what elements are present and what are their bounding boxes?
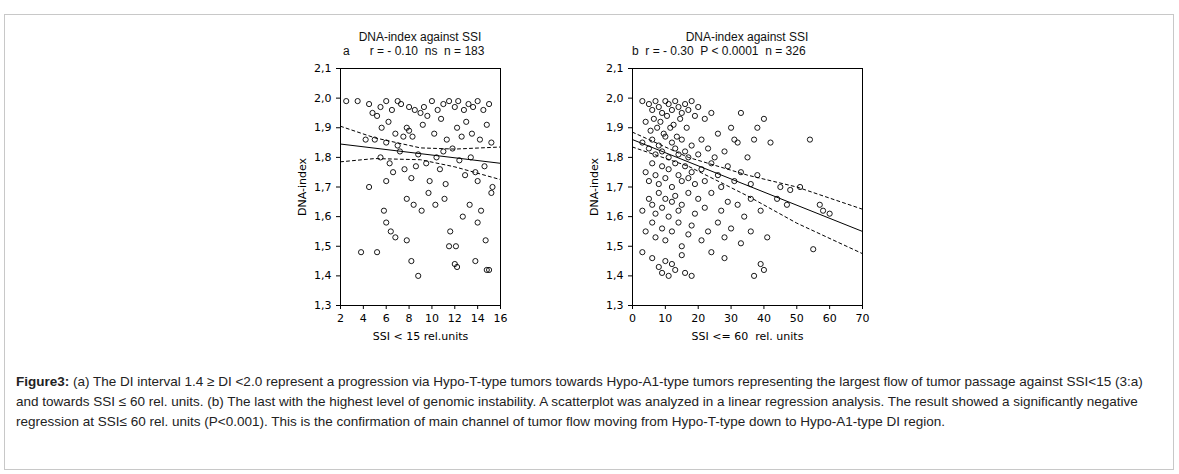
svg-text:2,1: 2,1 [314,62,332,75]
svg-text:2: 2 [337,312,344,325]
svg-text:1,3: 1,3 [606,299,624,312]
svg-text:DNA-index: DNA-index [296,157,309,216]
svg-text:8: 8 [406,312,413,325]
svg-text:1,6: 1,6 [314,210,332,223]
svg-text:70: 70 [856,312,870,325]
svg-text:1,4: 1,4 [314,269,332,282]
svg-text:10: 10 [425,312,439,325]
svg-text:SSI < 15 rel.units: SSI < 15 rel.units [373,330,469,343]
svg-text:DNA-index: DNA-index [588,157,601,216]
svg-text:4: 4 [360,312,367,325]
html-text:Figure3: (a) The DI interval 1: Figure3: (a) The DI interval 1.4 ≥ DI <2… [16,374,1143,429]
svg-text:1,7: 1,7 [314,181,332,194]
html-text:a r = - 0.10 ns n = 183: a r = - 0.10 ns n = 183 [343,44,485,58]
svg-text:14: 14 [471,312,485,325]
svg-text:1,5: 1,5 [314,240,332,253]
svg-text:40: 40 [757,312,771,325]
svg-text:SSI <= 60 rel. units: SSI <= 60 rel. units [692,330,804,343]
svg-text:60: 60 [823,312,837,325]
svg-text:50: 50 [790,312,804,325]
html-text:b r = - 0.30 P < 0.0001 n = 32: b r = - 0.30 P < 0.0001 n = 326 [632,44,806,58]
svg-text:10: 10 [658,312,672,325]
svg-text:1,8: 1,8 [606,151,624,164]
svg-text:1,4: 1,4 [606,269,624,282]
html-text:DNA-index against SSI: DNA-index against SSI [685,30,809,44]
svg-text:1,6: 1,6 [606,210,624,223]
svg-text:12: 12 [448,312,462,325]
svg-text:20: 20 [691,312,705,325]
svg-text:0: 0 [629,312,636,325]
svg-text:1,8: 1,8 [314,151,332,164]
svg-text:1,5: 1,5 [606,240,624,253]
svg-text:2,0: 2,0 [606,92,624,105]
svg-text:1,9: 1,9 [606,121,624,134]
svg-text:1,7: 1,7 [606,181,624,194]
svg-text:30: 30 [724,312,738,325]
svg-text:1,3: 1,3 [314,299,332,312]
svg-text:1,9: 1,9 [314,121,332,134]
svg-text:2,0: 2,0 [314,92,332,105]
html-text:DNA-index against SSI: DNA-index against SSI [358,30,482,44]
svg-text:2,1: 2,1 [606,62,624,75]
svg-text:16: 16 [494,312,508,325]
svg-text:6: 6 [383,312,390,325]
